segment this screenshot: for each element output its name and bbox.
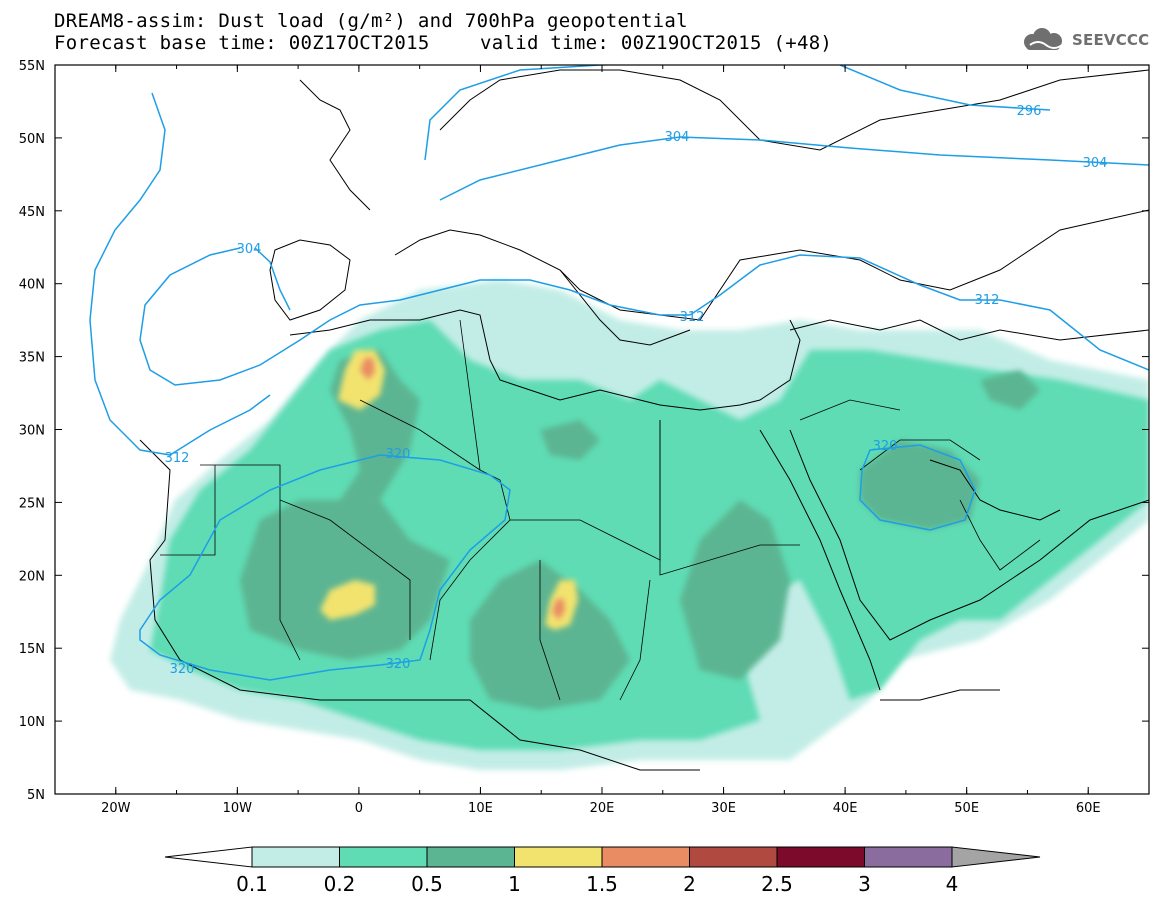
lat-tick-label: 15N [19, 642, 45, 657]
colorbar [164, 846, 1041, 868]
colorbar-label: 2.5 [761, 872, 793, 896]
colorbar-label: 0.5 [411, 872, 443, 896]
lat-tick-label: 25N [19, 496, 45, 511]
lat-tick-label: 55N [19, 59, 45, 74]
geopotential-contours [89, 65, 1149, 681]
lon-tick-label: 10E [468, 801, 493, 816]
colorbar-segment [864, 846, 953, 868]
colorbar-label: 0.1 [236, 872, 268, 896]
latitude-axis: 55N 50N 45N 40N 35N 30N 25N 20N 15N 10N 5N [19, 59, 1149, 803]
colorbar-label: 0.2 [323, 872, 356, 896]
valid-time: valid time: 00Z19OCT2015 (+48) [480, 32, 833, 54]
dust-level-0.5 [240, 350, 1040, 710]
colorbar-segment [689, 846, 778, 868]
lat-tick-label: 30N [19, 424, 45, 439]
lon-tick-label: 40E [833, 801, 858, 816]
colorbar-segment [251, 846, 340, 868]
lat-tick-label: 35N [19, 351, 45, 366]
contour-label: 320 [386, 657, 411, 672]
contour-label: 312 [975, 293, 1000, 308]
lon-tick-label: 10W [223, 801, 253, 816]
contour-label: 304 [665, 130, 690, 145]
colorbar-label: 3 [858, 872, 871, 896]
colorbar-segment [514, 846, 603, 868]
lat-tick-label: 5N [27, 788, 45, 803]
lat-tick-label: 50N [19, 132, 45, 147]
map-area: 296 304 304 304 312 312 312 320 320 320 … [55, 65, 1149, 794]
colorbar-label: 1.5 [586, 872, 618, 896]
map-title: DREAM8-assim: Dust load (g/m²) and 700hP… [54, 10, 688, 32]
colorbar-label: 4 [945, 872, 959, 896]
contour-label: 320 [386, 447, 411, 462]
colorbar-segment [426, 846, 515, 868]
lat-tick-label: 45N [19, 205, 45, 220]
lat-tick-label: 40N [19, 278, 45, 293]
lon-tick-label: 20W [101, 801, 131, 816]
colorbar-label: 2 [683, 872, 696, 896]
contour-label: 296 [1017, 104, 1042, 119]
country-borders [160, 319, 1041, 701]
lon-tick-label: 60E [1076, 801, 1101, 816]
longitude-axis: 20W 10W 0 10E 20E 30E 40E 50E 60E [54, 65, 1150, 816]
colorbar-under-triangle [164, 846, 253, 868]
contour-label: 304 [1083, 156, 1108, 171]
dust-level-1.5 [360, 358, 565, 620]
dust-shading [110, 280, 1149, 770]
lon-tick-label: 20E [590, 801, 615, 816]
contour-label: 304 [237, 242, 262, 257]
forecast-base-time: Forecast base time: 00Z17OCT2015 [54, 32, 430, 54]
contour-label: 312 [680, 310, 705, 325]
cloud-icon [1024, 28, 1063, 50]
colorbar-segment [601, 846, 690, 868]
colorbar-over-triangle [951, 846, 1041, 868]
lon-tick-label: 50E [954, 801, 979, 816]
logo-text: SEEVCCC [1072, 31, 1150, 49]
contour-labels: 296 304 304 304 312 312 312 320 320 320 … [165, 104, 1108, 677]
lon-tick-label: 30E [711, 801, 736, 816]
contour-label: 312 [165, 451, 190, 466]
lon-tick-label: 0 [355, 801, 363, 816]
seevccc-logo [1024, 28, 1063, 50]
coastlines [139, 69, 1149, 771]
lat-tick-label: 10N [19, 715, 45, 730]
lat-tick-label: 20N [19, 569, 45, 584]
contour-label: 320 [170, 662, 195, 677]
colorbar-segment [776, 846, 865, 868]
colorbar-segment [339, 846, 428, 868]
colorbar-label: 1 [508, 872, 521, 896]
contour-label: 320 [873, 439, 898, 454]
